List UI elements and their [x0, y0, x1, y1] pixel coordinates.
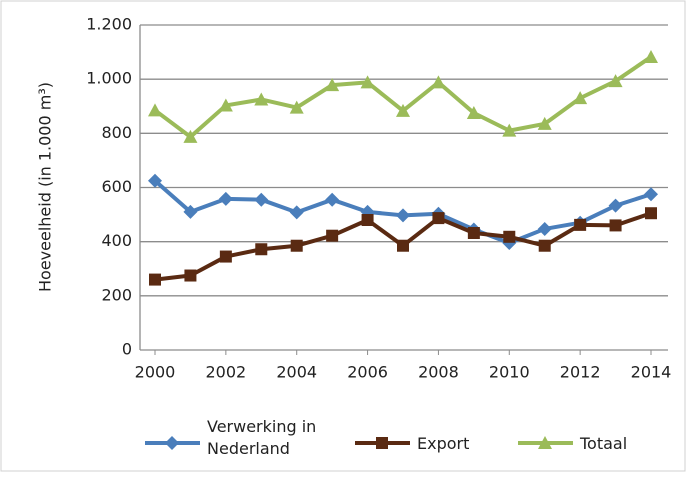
y-tick-label: 0: [122, 340, 132, 359]
marker: [608, 74, 623, 88]
marker: [538, 239, 551, 252]
marker: [608, 198, 623, 213]
y-tick-label: 600: [101, 177, 132, 196]
x-tick-label: 2014: [631, 363, 672, 382]
marker: [325, 192, 340, 207]
marker: [254, 92, 269, 106]
x-tick-label: 2010: [489, 363, 530, 382]
marker: [537, 116, 552, 130]
marker: [432, 212, 445, 225]
marker: [289, 100, 304, 114]
y-tick-label: 1.000: [86, 69, 132, 88]
x-tick-label: 2004: [276, 363, 317, 382]
marker: [644, 187, 658, 202]
marker: [573, 91, 588, 105]
marker: [326, 229, 339, 242]
marker: [397, 239, 409, 252]
series-line: [153, 55, 653, 139]
y-tick-label: 200: [101, 285, 132, 304]
marker: [218, 98, 233, 112]
marker: [467, 227, 480, 239]
marker: [148, 173, 162, 188]
marker: [360, 75, 375, 89]
marker: [502, 123, 517, 137]
marker: [574, 218, 587, 231]
marker: [431, 75, 446, 89]
marker: [396, 103, 410, 117]
y-tick-label: 800: [101, 123, 132, 142]
x-tick-label: 2012: [560, 363, 601, 382]
legend-label: Totaal: [580, 434, 628, 453]
marker: [376, 437, 388, 449]
marker: [254, 192, 269, 207]
marker: [290, 239, 303, 252]
marker: [361, 214, 374, 226]
x-tick-label: 2000: [135, 363, 176, 382]
x-tick-label: 2008: [418, 363, 459, 382]
marker: [218, 191, 233, 206]
marker: [537, 221, 552, 236]
marker: [503, 230, 516, 243]
x-tick-label: 2002: [205, 363, 246, 382]
marker: [644, 49, 658, 63]
marker: [184, 269, 197, 282]
y-tick-label: 400: [101, 231, 132, 250]
marker: [466, 106, 481, 120]
marker: [165, 436, 179, 450]
y-tick-label: 1.200: [86, 15, 132, 34]
x-tick-label: 2006: [347, 363, 388, 382]
legend-label: Verwerking in Nederland: [207, 417, 317, 458]
marker: [645, 207, 657, 220]
marker: [289, 205, 304, 220]
marker: [183, 204, 198, 219]
marker: [149, 273, 161, 286]
marker: [255, 243, 268, 256]
legend-label: Export: [417, 434, 470, 453]
marker: [219, 250, 232, 263]
marker: [609, 219, 622, 232]
y-axis-label: Hoeveelheid (in 1.000 m³): [36, 82, 55, 292]
marker: [148, 103, 162, 117]
marker: [538, 436, 552, 449]
marker: [183, 129, 198, 143]
frame: [0, 0, 686, 472]
marker: [396, 208, 410, 223]
marker: [325, 78, 340, 92]
